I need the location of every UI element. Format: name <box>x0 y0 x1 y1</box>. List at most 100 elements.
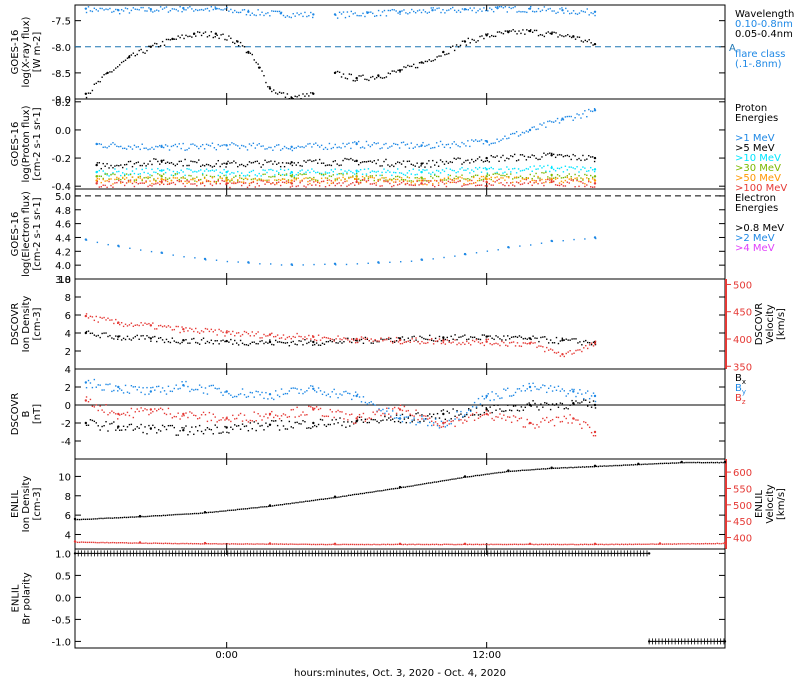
data-mark-goes_proton->10 MeV <box>332 170 335 173</box>
data-mark-dscovr_plasma-Velocity <box>302 338 304 340</box>
data-mark-goes_proton->100 MeV <box>371 183 374 185</box>
data-mark-goes_proton->30 MeV <box>211 176 214 178</box>
data-mark-goes_xray-0.10-0.8nm <box>99 7 101 10</box>
data-mark-goes_xray-0.10-0.8nm <box>592 12 594 15</box>
data-mark-enlil_plasma-Density <box>591 466 594 468</box>
data-mark-goes_proton->100 MeV <box>201 182 204 185</box>
data-mark-dscovr_mag-Bx <box>518 410 521 412</box>
y-axis-title-dscovr_plasma: [cm-3] <box>32 307 43 340</box>
data-mark-goes_proton->100 MeV <box>239 181 241 183</box>
data-mark-goes_proton->50 MeV <box>539 179 541 182</box>
data-mark-dscovr_mag-Bz <box>581 427 583 430</box>
data-mark-goes_proton->10 MeV <box>406 172 409 174</box>
data-mark-dscovr_mag-By <box>382 408 384 411</box>
data-mark-goes_proton->30 MeV <box>480 179 483 181</box>
y-axis-title-dscovr_mag: [nT] <box>32 404 43 424</box>
data-mark-dscovr_plasma-Velocity <box>103 316 105 319</box>
data-mark-goes_proton->30 MeV <box>373 179 375 182</box>
data-mark-goes_xray-0.05-0.4nm <box>118 64 121 66</box>
data-mark-goes_proton->1 MeV <box>112 142 114 144</box>
data-mark-goes_xray-0.10-0.8nm <box>418 9 421 11</box>
data-mark-enlil_plasma-Velocity <box>388 543 391 546</box>
data-mark-enlil_plasma-Velocity <box>568 543 570 546</box>
data-mark-goes_xray-0.05-0.4nm <box>500 32 503 34</box>
data-mark-dscovr_plasma-Velocity <box>206 328 209 330</box>
data-mark-goes_proton->10 MeV <box>108 175 110 177</box>
data-mark-goes_proton->5 MeV <box>252 161 255 164</box>
data-mark-goes_xray-0.10-0.8nm <box>459 11 462 13</box>
data-mark-enlil_plasma-Velocity <box>123 542 126 544</box>
data-mark-goes_proton->5 MeV <box>157 160 159 163</box>
data-mark-goes_xray-0.05-0.4nm <box>198 31 201 34</box>
data-mark-enlil_plasma-Velocity <box>513 543 516 545</box>
data-point-goes_xray-0.10-0.8nm <box>431 9 434 12</box>
data-mark-goes_xray-0.10-0.8nm <box>582 10 585 13</box>
data-mark-goes_xray-0.10-0.8nm <box>216 7 218 10</box>
data-mark-enlil_plasma-Velocity <box>94 541 96 544</box>
data-mark-goes_proton->30 MeV <box>285 173 288 175</box>
data-mark-goes_proton->1 MeV <box>307 143 309 145</box>
data-mark-dscovr_mag-Bx <box>358 416 361 419</box>
data-mark-dscovr_plasma-Velocity <box>432 343 435 345</box>
data-mark-dscovr_plasma-Velocity <box>165 326 168 328</box>
data-mark-dscovr_mag-Bz <box>360 416 363 418</box>
data-mark-enlil_plasma-Density <box>373 491 375 493</box>
data-mark-goes_electron->2 MeV <box>172 254 174 256</box>
data-mark-goes_xray-0.10-0.8nm <box>280 11 283 14</box>
data-mark-goes_electron->2 MeV <box>259 263 261 265</box>
data-mark-dscovr_mag-By <box>586 390 589 392</box>
data-mark-goes_proton->50 MeV <box>408 177 411 179</box>
data-mark-dscovr_mag-By <box>390 415 392 417</box>
data-mark-goes_proton->30 MeV <box>125 173 128 175</box>
data-mark-goes_proton->1 MeV <box>192 143 194 145</box>
data-mark-goes_proton->100 MeV <box>194 183 196 185</box>
data-mark-enlil_plasma-Velocity <box>162 542 165 545</box>
data-mark-dscovr_mag-Bz <box>524 426 526 428</box>
data-mark-goes_proton->10 MeV <box>389 171 391 173</box>
data-mark-dscovr_plasma-Density <box>557 342 560 345</box>
data-mark-dscovr_mag-Bx <box>154 426 156 429</box>
data-mark-dscovr_plasma-Velocity <box>294 336 296 339</box>
data-mark-goes_xray-0.10-0.8nm <box>492 10 495 13</box>
data-mark-goes_xray-0.10-0.8nm <box>187 7 189 9</box>
data-mark-dscovr_plasma-Density <box>271 343 273 346</box>
data-mark-dscovr_plasma-Velocity <box>105 319 107 321</box>
y2-tick-label-enlil_plasma: 600 <box>733 468 752 479</box>
data-mark-goes_xray-0.10-0.8nm <box>446 9 448 12</box>
data-mark-goes_xray-0.05-0.4nm <box>255 61 257 64</box>
data-mark-goes_xray-0.10-0.8nm <box>340 13 343 15</box>
data-mark-goes_proton->100 MeV <box>432 184 434 187</box>
data-mark-goes_proton->100 MeV <box>451 179 453 181</box>
data-mark-goes_proton->10 MeV <box>143 171 145 174</box>
data-mark-goes_proton->50 MeV <box>432 183 434 185</box>
data-mark-enlil_plasma-Velocity <box>660 543 662 545</box>
data-mark-goes_proton->5 MeV <box>582 154 584 157</box>
data-mark-dscovr_plasma-Density <box>237 344 240 346</box>
data-mark-goes_proton->30 MeV <box>161 174 163 177</box>
y-tick-label-dscovr_plasma: 2 <box>65 347 71 358</box>
data-mark-goes_proton->50 MeV <box>237 179 239 181</box>
data-mark-enlil_plasma-Velocity <box>640 543 642 546</box>
data-mark-dscovr_mag-By <box>333 388 335 391</box>
data-mark-enlil_plasma-Velocity <box>533 543 535 546</box>
data-mark-dscovr_plasma-Density <box>380 338 382 340</box>
data-mark-goes_xray-0.10-0.8nm <box>195 8 197 11</box>
data-mark-goes_xray-0.10-0.8nm <box>85 11 88 14</box>
data-mark-enlil_plasma-Density <box>348 494 350 497</box>
data-mark-enlil_plasma-Density <box>295 501 297 504</box>
data-mark-enlil_plasma-Density <box>552 467 555 469</box>
data-mark-goes_proton->50 MeV <box>379 178 381 180</box>
data-mark-dscovr_plasma-Density <box>243 343 246 346</box>
data-mark-goes_proton->50 MeV <box>299 180 301 182</box>
data-mark-goes_proton->10 MeV <box>258 172 260 175</box>
data-mark-dscovr_plasma-Density <box>407 337 409 339</box>
data-mark-dscovr_plasma-Velocity <box>397 341 400 343</box>
data-mark-dscovr_plasma-Density <box>444 338 447 341</box>
data-mark-dscovr_mag-By <box>347 392 349 394</box>
data-point-goes_proton->5 MeV <box>550 154 553 157</box>
data-mark-goes_proton->50 MeV <box>122 176 124 179</box>
data-mark-dscovr_plasma-Velocity <box>97 321 99 323</box>
data-mark-dscovr_plasma-Density <box>323 343 326 345</box>
data-mark-dscovr_mag-Bz <box>528 422 530 425</box>
data-mark-goes_proton->1 MeV <box>344 145 346 148</box>
